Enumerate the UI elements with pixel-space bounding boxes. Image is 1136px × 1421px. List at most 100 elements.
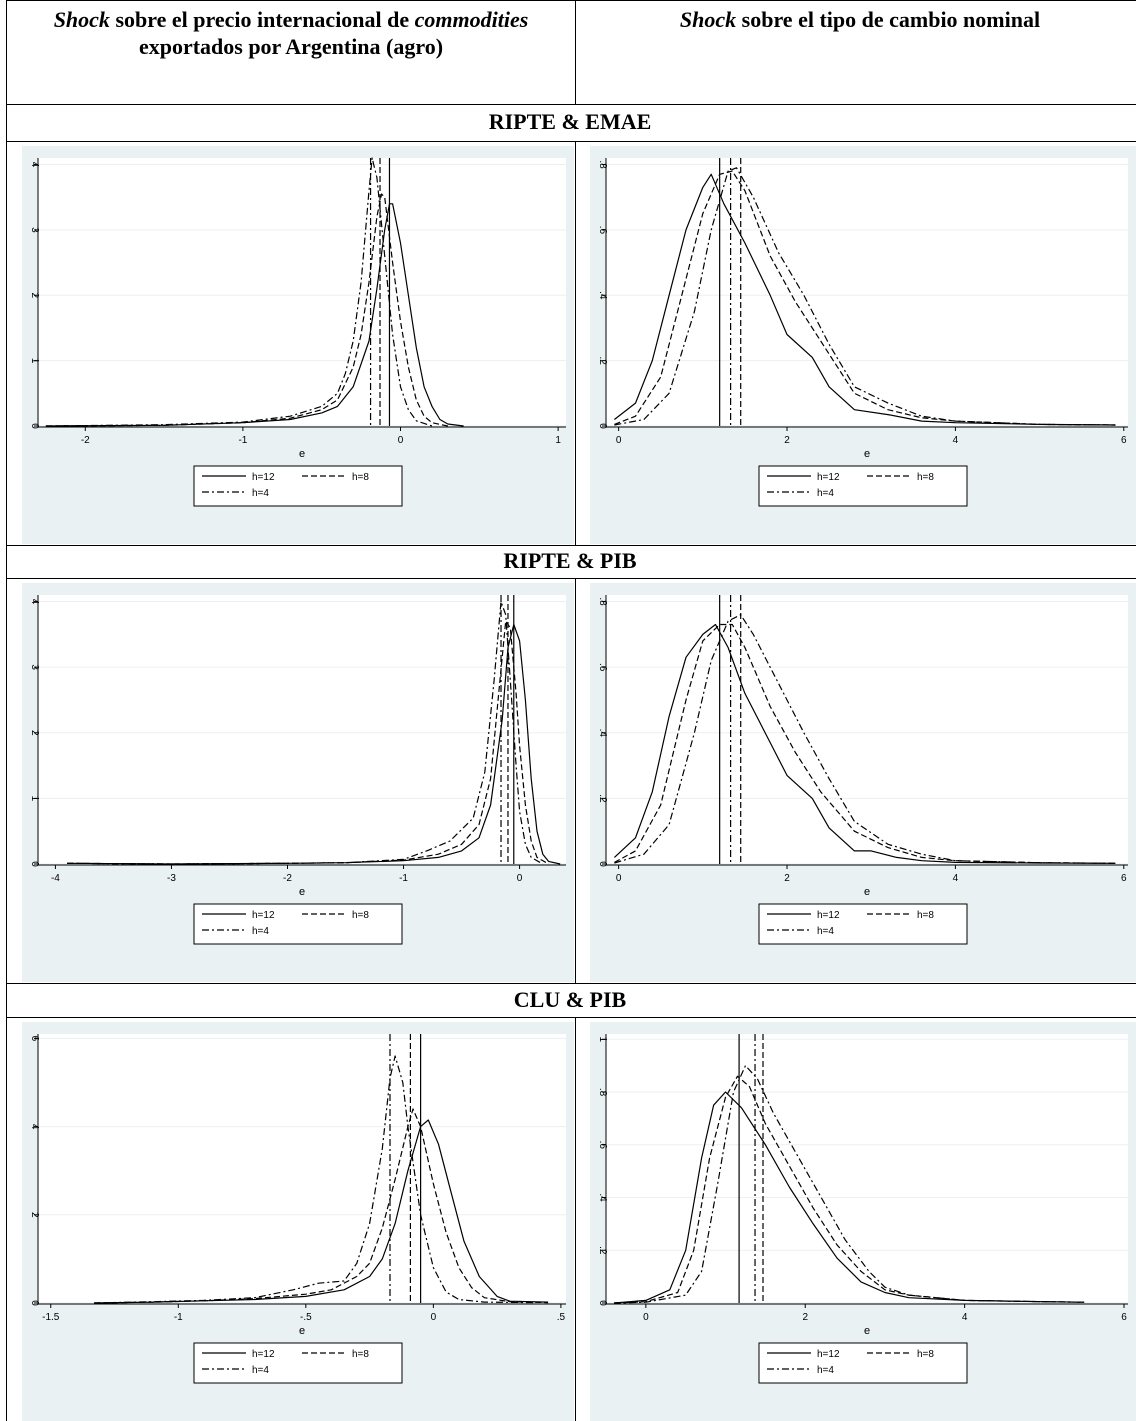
plot-area [606,595,1128,864]
series-line-h-12 [613,623,1116,864]
x-tick-label: 0 [431,1312,437,1323]
x-tick-label: 6 [1121,1312,1127,1323]
y-tick-label: .2 [597,794,608,803]
y-tick-label: .2 [597,1246,608,1255]
y-tick-label: .4 [597,291,608,300]
series-line-h-12 [66,623,561,865]
x-tick-label: 6 [1121,435,1127,446]
y-tick-label: 1 [29,796,40,802]
column-divider-row-3 [575,1017,576,1421]
plot-area [38,158,566,426]
chart-panel-ripte-pib-tipo-de-cambio: 0 .2 .4 .6 .8 0 2 4 6 e h=12 h=8 h=4 [590,583,1136,982]
x-axis-title: e [299,886,305,898]
x-axis-title: e [864,886,870,898]
section-title-ripte-pib: RIPTE & PIB [503,548,637,573]
legend-label: h=4 [817,488,834,499]
header-text-part: sobre el precio internacional de [109,7,415,32]
legend-box [758,465,968,507]
x-tick-label: -.5 [300,1312,312,1323]
plot-area [606,1034,1128,1303]
legend-label: h=8 [352,472,369,483]
x-axis-title: e [299,1325,305,1337]
plot-area [606,158,1128,426]
series-line-h-4 [45,157,433,427]
y-tick-label: .6 [597,226,608,235]
series-line-h-8 [45,193,448,427]
series-line-h-12 [614,173,1116,426]
y-tick-label: .8 [597,597,608,606]
y-tick-label: 4 [29,1124,40,1130]
legend-label: h=12 [252,472,275,483]
x-tick-label: 4 [953,873,959,884]
density-chart-ripte-pib-commodities: 0 1 2 3 4 -4 -3 -2 -1 0 e h=12 h=8 h=4 [29,595,566,945]
plot-area [38,1034,566,1303]
section-2-bottom-rule [6,578,1136,579]
chart-panel-ripte-emae-commodities: 0 1 2 3 4 -2 -1 0 1 e h=12 h=8 h=4 [22,146,574,544]
y-tick-label: 4 [29,162,40,168]
series-line-h-4 [66,601,544,865]
series-line-h-4 [613,1065,1085,1304]
column-header-tipo-de-cambio: Shock sobre el tipo de cambio nominal [590,6,1130,33]
section-title-ripte-emae: RIPTE & EMAE [488,109,652,134]
y-tick-label: 2 [29,1212,40,1218]
legend-label: h=4 [817,1365,834,1376]
column-divider-header [575,0,576,104]
row-1-bottom-rule [6,545,1136,546]
legend-label: h=12 [817,472,840,483]
x-tick-label: 0 [616,873,622,884]
x-tick-label: 2 [784,873,790,884]
x-tick-label: 0 [517,873,523,884]
series-line-h-4 [94,1055,536,1304]
chart-panel-clu-pib-tipo-de-cambio: 0 .2 .4 .6 .8 1 0 2 4 6 e h=12 h=8 h=4 [590,1022,1136,1421]
x-tick-label: 0 [643,1312,649,1323]
section-1-bottom-rule [6,141,1136,142]
y-tick-label: 2 [29,730,40,736]
x-axis-title: e [864,1325,870,1337]
series-line-h-12 [613,1091,1085,1304]
x-tick-label: 2 [784,435,790,446]
series-line-h-12 [94,1119,549,1304]
y-tick-label: 2 [29,292,40,298]
chart-panel-ripte-pib-commodities: 0 1 2 3 4 -4 -3 -2 -1 0 e h=12 h=8 h=4 [22,583,574,982]
legend-label: h=8 [917,910,934,921]
row-2-bottom-rule [6,983,1136,984]
table-border-left [6,0,7,1421]
chart-panel-clu-pib-commodities: 0 2 4 6 -1.5 -1 -.5 0 .5 e h=12 h=8 h=4 [22,1022,574,1421]
x-tick-label: 4 [953,435,959,446]
legend-label: h=8 [352,910,369,921]
y-tick-label: .4 [597,1193,608,1202]
y-tick-label: 6 [29,1036,40,1042]
series-line-h-8 [613,1075,1085,1304]
legend-label: h=8 [917,1349,934,1360]
density-chart-clu-pib-commodities: 0 2 4 6 -1.5 -1 -.5 0 .5 e h=12 h=8 h=4 [29,1034,566,1384]
header-commodities-word: commodities [414,7,529,32]
legend-label: h=4 [252,926,269,937]
y-tick-label: 0 [29,861,40,867]
legend-box [758,1342,968,1384]
y-tick-label: 0 [597,423,608,429]
density-chart-clu-pib-tipo-de-cambio: 0 .2 .4 .6 .8 1 0 2 4 6 e h=12 h=8 h=4 [597,1034,1128,1384]
legend-label: h=8 [917,472,934,483]
legend-label: h=4 [817,926,834,937]
table-border-top [6,0,1136,1]
x-tick-label: 0 [616,435,622,446]
x-tick-label: -1 [174,1312,183,1323]
series-line-h-8 [94,1108,549,1304]
header-text-part: sobre el tipo de cambio nominal [736,7,1041,32]
legend-label: h=12 [817,1349,840,1360]
y-tick-label: 1 [29,358,40,364]
chart-panel-ripte-emae-tipo-de-cambio: 0 .2 .4 .6 .8 0 2 4 6 e h=12 h=8 h=4 [590,146,1136,544]
series-line-h-4 [614,167,1116,426]
y-tick-label: 4 [29,599,40,605]
x-tick-label: -3 [167,873,176,884]
y-tick-label: 0 [29,1300,40,1306]
y-tick-label: .4 [597,729,608,738]
legend-box [758,903,968,945]
plot-area [38,595,566,864]
x-tick-label: -1 [238,435,247,446]
header-text-part: exportados por Argentina (agro) [138,34,444,59]
legend-label: h=12 [252,910,275,921]
header-shock-word: Shock [679,7,737,32]
column-divider-row-1 [575,141,576,545]
series-line-h-8 [66,620,549,865]
